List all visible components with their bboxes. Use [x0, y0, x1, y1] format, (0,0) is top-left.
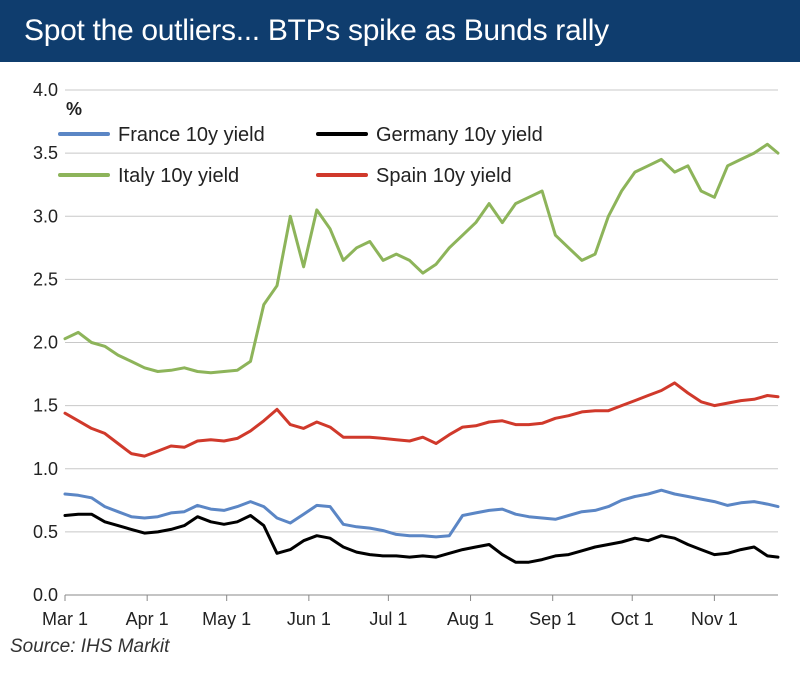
legend-label: Spain 10y yield — [376, 165, 512, 187]
y-axis-unit: % — [66, 99, 82, 119]
y-tick-label: 0.5 — [33, 522, 58, 542]
source-note: Source: IHS Markit — [10, 636, 170, 657]
series-line-france — [63, 488, 780, 539]
series-line-italy — [63, 142, 780, 375]
legend-label: Italy 10y yield — [118, 165, 239, 187]
line-chart: 0.0 0.5 1.0 1.5 2.0 2.5 3.0 3.5 4.0% Mar 1 Apr 1 Ma… — [33, 80, 780, 629]
x-tick-label: May 1 — [202, 609, 251, 629]
x-tick-label: Apr 1 — [126, 609, 169, 629]
legend-label: France 10y yield — [118, 124, 265, 146]
series-line-germany — [63, 512, 780, 564]
y-tick-label: 3.5 — [33, 143, 58, 163]
legend-label: Germany 10y yield — [376, 124, 543, 146]
x-tick-label: Jul 1 — [369, 609, 407, 629]
x-tick-label: Sep 1 — [529, 609, 576, 629]
title-bar: Spot the outliers... BTPs spike as Bunds… — [0, 0, 800, 62]
y-tick-label: 4.0 — [33, 80, 58, 100]
chart-title: Spot the outliers... BTPs spike as Bunds… — [24, 14, 609, 47]
x-tick-label: Oct 1 — [611, 609, 654, 629]
y-tick-label: 3.0 — [33, 206, 58, 226]
y-tick-label: 2.0 — [33, 333, 58, 353]
y-tick-label: 1.0 — [33, 459, 58, 479]
y-tick-label: 2.5 — [33, 269, 58, 289]
y-tick-label: 1.5 — [33, 396, 58, 416]
x-tick-label: Aug 1 — [447, 609, 494, 629]
series-line-spain — [63, 381, 780, 458]
y-tick-label: 0.0 — [33, 585, 58, 605]
x-tick-label: Jun 1 — [287, 609, 331, 629]
x-tick-label: Nov 1 — [691, 609, 738, 629]
x-tick-label: Mar 1 — [42, 609, 88, 629]
